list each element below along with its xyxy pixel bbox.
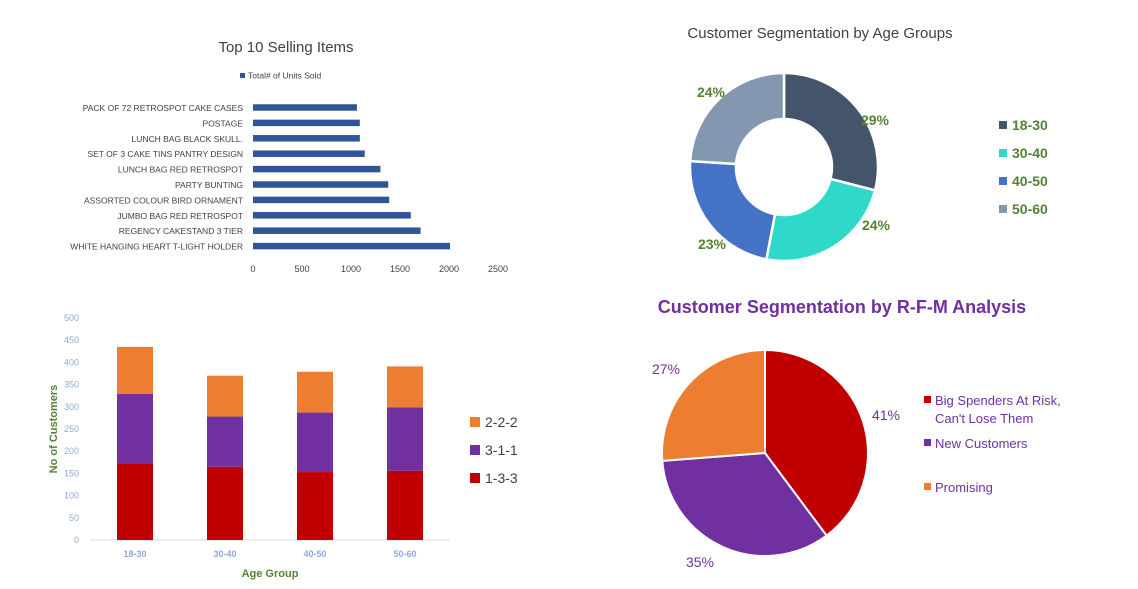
y-tick-label: 0 [74, 535, 79, 545]
y-tick-label: 450 [64, 335, 79, 345]
bar [253, 165, 381, 173]
bar [253, 227, 421, 234]
bar [253, 119, 360, 127]
pie-slice [661, 348, 766, 462]
stacked-bar-segment [387, 407, 423, 471]
category-label: ASSORTED COLOUR BIRD ORNAMENT [84, 195, 243, 205]
bar [253, 196, 390, 204]
legend-swatch [924, 483, 931, 490]
stacked-bar-segment [387, 366, 423, 408]
top-items-chart: Top 10 Selling Items Total# of Units Sol… [70, 39, 508, 274]
top-items-title: Top 10 Selling Items [218, 39, 353, 56]
rfm-pie-chart: Customer Segmentation by R-F-M Analysis … [652, 297, 1061, 570]
legend-label: 40-50 [1012, 173, 1048, 189]
bar [253, 181, 389, 188]
donut-slice [688, 71, 786, 166]
y-tick-label: 50 [69, 513, 79, 523]
stacked-bar-segment [117, 463, 153, 540]
legend-label: Promising [935, 480, 993, 495]
y-tick-label: 300 [64, 402, 79, 412]
category-label: JUMBO BAG RED RETROSPOT [117, 211, 243, 221]
legend-label: New Customers [935, 436, 1028, 451]
age-donut-title: Customer Segmentation by Age Groups [687, 25, 952, 42]
category-label: SET OF 3 CAKE TINS PANTRY DESIGN [87, 149, 243, 159]
slice-value-label: 41% [872, 407, 900, 423]
x-tick-label: 40-50 [303, 549, 326, 559]
legend-swatch [924, 396, 931, 403]
category-label: WHITE HANGING HEART T-LIGHT HOLDER [70, 242, 243, 252]
x-tick-label: 1500 [390, 264, 410, 274]
stacked-bar-segment [387, 470, 423, 540]
legend-swatch [924, 439, 931, 446]
slice-value-label: 24% [862, 217, 891, 233]
stacked-bar-segment [297, 371, 333, 413]
category-label: LUNCH BAG RED RETROSPOT [118, 165, 243, 175]
legend-label: 2-2-2 [485, 414, 518, 430]
legend-swatch [470, 445, 480, 455]
stacked-bar-segment [297, 472, 333, 540]
legend-label: 50-60 [1012, 201, 1048, 217]
pie-slice [661, 451, 828, 557]
legend-label: 18-30 [1012, 117, 1048, 133]
age-stacked-chart: 0 50 100 150 200 250 300 350 400 450 500 18-30 30-40… [48, 313, 518, 580]
bar [253, 212, 411, 219]
stacked-bar-segment [297, 412, 333, 473]
age-donut-chart: Customer Segmentation by Age Groups 29% 2… [687, 25, 1048, 263]
slice-value-label: 27% [652, 361, 680, 377]
x-tick-label: 2500 [488, 264, 508, 274]
x-tick-label: 1000 [341, 264, 361, 274]
stacked-bar-segment [117, 393, 153, 464]
x-tick-label: 500 [294, 264, 309, 274]
legend-swatch [999, 121, 1007, 129]
slice-value-label: 35% [686, 554, 714, 570]
slice-value-label: 24% [697, 84, 726, 100]
x-tick-label: 0 [250, 264, 255, 274]
bar [253, 150, 365, 157]
donut-slice [764, 177, 877, 263]
bar [253, 104, 357, 111]
x-tick-label: 2000 [439, 264, 459, 274]
y-tick-label: 400 [64, 357, 79, 367]
legend-swatch [999, 177, 1007, 185]
stacked-bar-segment [117, 346, 153, 394]
donut-slice [782, 71, 880, 192]
x-tick-label: 50-60 [393, 549, 416, 559]
stacked-bar-segment [207, 466, 243, 540]
legend-label: 1-3-3 [485, 470, 518, 486]
category-label: PACK OF 72 RETROSPOT CAKE CASES [83, 103, 244, 113]
top-items-legend-swatch [240, 73, 245, 78]
bar [253, 135, 360, 142]
x-tick-label: 30-40 [213, 549, 236, 559]
y-tick-label: 200 [64, 446, 79, 456]
category-label: LUNCH BAG BLACK SKULL. [132, 134, 243, 144]
legend-label: Big Spenders At Risk, [935, 393, 1061, 408]
top-items-legend-label: Total# of Units Sold [248, 71, 322, 81]
y-tick-label: 150 [64, 468, 79, 478]
category-label: REGENCY CAKESTAND 3 TIER [119, 226, 243, 236]
pie-slice [764, 348, 869, 537]
x-tick-label: 18-30 [123, 549, 146, 559]
y-tick-label: 350 [64, 380, 79, 390]
stacked-y-axis-title: No of Customers [48, 385, 60, 474]
legend-swatch [999, 149, 1007, 157]
y-tick-label: 100 [64, 491, 79, 501]
stacked-x-axis-title: Age Group [242, 568, 299, 580]
stacked-bar-segment [207, 375, 243, 417]
rfm-pie-title: Customer Segmentation by R-F-M Analysis [658, 297, 1026, 317]
legend-swatch [470, 473, 480, 483]
y-tick-label: 500 [64, 313, 79, 323]
legend-swatch [470, 417, 480, 427]
legend-label: 3-1-1 [485, 442, 518, 458]
stacked-bar-segment [207, 416, 243, 467]
legend-swatch [999, 205, 1007, 213]
legend-label: 30-40 [1012, 145, 1048, 161]
slice-value-label: 23% [698, 236, 727, 252]
category-label: POSTAGE [203, 118, 244, 128]
category-label: PARTY BUNTING [175, 180, 243, 190]
bar [253, 242, 450, 250]
slice-value-label: 29% [861, 112, 890, 128]
y-tick-label: 250 [64, 424, 79, 434]
legend-label: Can't Lose Them [935, 411, 1033, 426]
